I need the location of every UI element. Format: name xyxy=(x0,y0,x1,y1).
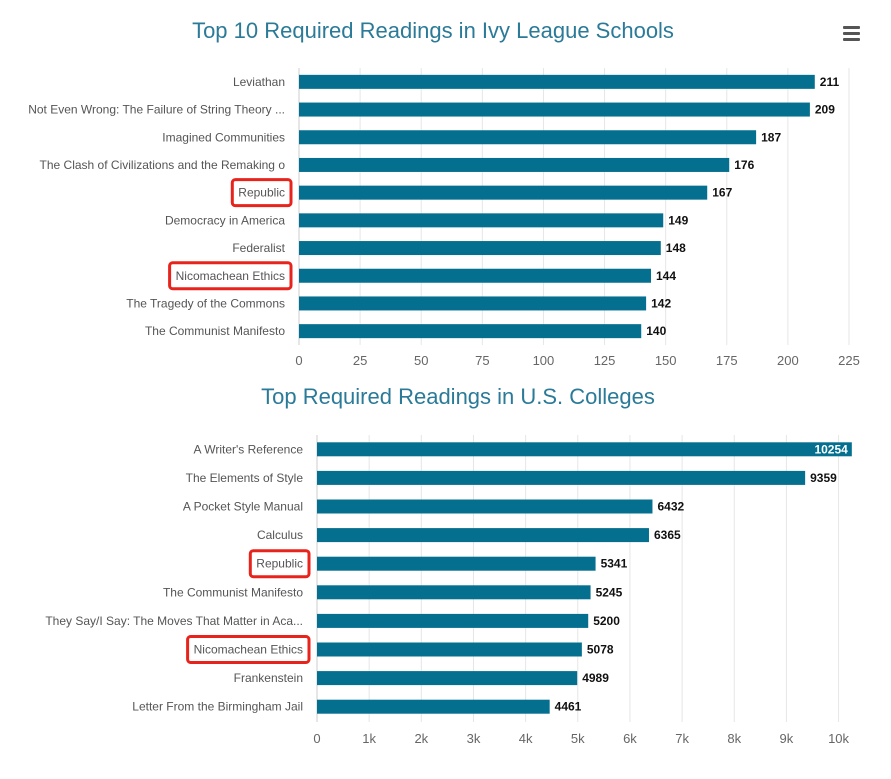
x-tick-label: 225 xyxy=(838,353,860,368)
highlight-box xyxy=(168,261,293,291)
x-tick-label: 1k xyxy=(362,731,376,746)
highlight-box xyxy=(248,549,311,579)
data-label: 4461 xyxy=(555,700,582,714)
data-label: 5200 xyxy=(593,614,620,628)
category-label: The Elements of Style xyxy=(186,471,304,485)
bar[interactable] xyxy=(299,296,647,311)
data-label: 187 xyxy=(761,130,781,144)
chart-1-title: Top 10 Required Readings in Ivy League S… xyxy=(192,18,674,43)
bar[interactable] xyxy=(317,642,582,657)
data-label: 10254 xyxy=(814,442,848,456)
bar[interactable] xyxy=(317,499,653,514)
category-label: Republic xyxy=(238,186,285,200)
category-label: Leviathan xyxy=(233,75,285,89)
data-label: 209 xyxy=(815,103,835,117)
data-label: 176 xyxy=(734,158,754,172)
chart-2: 0 1k 2k 3k 4k 5k 6k 7k 8k 9k 10k A Writer's Referen… xyxy=(45,435,852,746)
x-tick-label: 3k xyxy=(467,731,481,746)
category-label: Federalist xyxy=(232,241,285,255)
x-tick-label: 75 xyxy=(475,353,489,368)
data-label: 5245 xyxy=(596,585,623,599)
category-label: The Tragedy of the Commons xyxy=(126,296,285,310)
data-label: 5341 xyxy=(601,557,628,571)
category-label: Not Even Wrong: The Failure of String Th… xyxy=(28,103,285,117)
bar[interactable] xyxy=(317,556,596,571)
data-label: 5078 xyxy=(587,643,614,657)
bar[interactable] xyxy=(299,102,810,117)
x-tick-label: 2k xyxy=(414,731,428,746)
x-tick-label: 150 xyxy=(655,353,677,368)
category-label: A Pocket Style Manual xyxy=(183,500,303,514)
x-tick-label: 6k xyxy=(623,731,637,746)
category-label: Calculus xyxy=(257,528,303,542)
bar[interactable] xyxy=(299,213,664,228)
x-tick-label: 9k xyxy=(780,731,794,746)
x-tick-label: 125 xyxy=(594,353,616,368)
data-label: 142 xyxy=(651,296,671,310)
category-label: Letter From the Birmingham Jail xyxy=(132,700,303,714)
x-tick-label: 0 xyxy=(295,353,302,368)
bar[interactable] xyxy=(299,157,730,172)
category-label: Nicomachean Ethics xyxy=(176,269,285,283)
data-label: 211 xyxy=(820,75,840,89)
x-tick-label: 4k xyxy=(519,731,533,746)
data-label: 149 xyxy=(668,213,688,227)
chart-1: 0 25 50 75 100 125 150 175 200 225 Leviathan 211 Not… xyxy=(28,68,860,368)
bar[interactable] xyxy=(299,241,661,256)
data-label: 6365 xyxy=(654,528,681,542)
x-tick-label: 7k xyxy=(675,731,689,746)
category-label: Imagined Communities xyxy=(162,130,285,144)
category-label: They Say/I Say: The Moves That Matter in… xyxy=(45,614,303,628)
data-label: 6432 xyxy=(657,500,684,514)
x-tick-label: 50 xyxy=(414,353,428,368)
bar[interactable] xyxy=(299,130,757,145)
data-label: 167 xyxy=(712,186,732,200)
x-tick-label: 100 xyxy=(533,353,555,368)
bar[interactable] xyxy=(317,528,649,543)
x-tick-label: 10k xyxy=(828,731,849,746)
chart-2-title: Top Required Readings in U.S. Colleges xyxy=(261,384,655,409)
category-label: The Communist Manifesto xyxy=(163,585,303,599)
bar[interactable] xyxy=(317,699,550,714)
x-tick-label: 5k xyxy=(571,731,585,746)
x-tick-label: 8k xyxy=(727,731,741,746)
bar[interactable] xyxy=(317,671,578,686)
category-label: The Clash of Civilizations and the Remak… xyxy=(40,158,286,172)
bar[interactable] xyxy=(299,74,815,89)
bar[interactable] xyxy=(299,268,651,283)
highlight-box xyxy=(230,178,293,208)
bar[interactable] xyxy=(299,324,642,339)
x-tick-label: 0 xyxy=(313,731,320,746)
data-label: 4989 xyxy=(582,671,609,685)
bar[interactable] xyxy=(317,442,852,457)
highlight-box xyxy=(186,635,311,664)
bar[interactable] xyxy=(317,585,591,600)
bar[interactable] xyxy=(317,613,589,628)
category-label: Republic xyxy=(256,557,303,571)
data-label: 144 xyxy=(656,269,676,283)
x-tick-label: 25 xyxy=(353,353,367,368)
x-tick-label: 175 xyxy=(716,353,738,368)
category-label: Democracy in America xyxy=(165,213,285,227)
data-label: 140 xyxy=(646,324,666,338)
category-label: The Communist Manifesto xyxy=(145,324,285,338)
category-label: Nicomachean Ethics xyxy=(194,643,303,657)
category-label: Frankenstein xyxy=(234,671,303,685)
x-tick-label: 200 xyxy=(777,353,799,368)
hamburger-menu-icon[interactable] xyxy=(843,26,860,41)
bar[interactable] xyxy=(299,185,708,200)
data-label: 9359 xyxy=(810,471,837,485)
bar[interactable] xyxy=(317,470,806,485)
category-label: A Writer's Reference xyxy=(194,442,304,456)
data-label: 148 xyxy=(666,241,686,255)
